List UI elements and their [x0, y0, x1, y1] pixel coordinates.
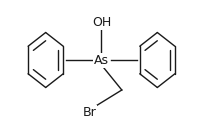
- Text: OH: OH: [92, 16, 110, 29]
- Text: As: As: [94, 54, 108, 66]
- Text: Br: Br: [82, 106, 96, 119]
